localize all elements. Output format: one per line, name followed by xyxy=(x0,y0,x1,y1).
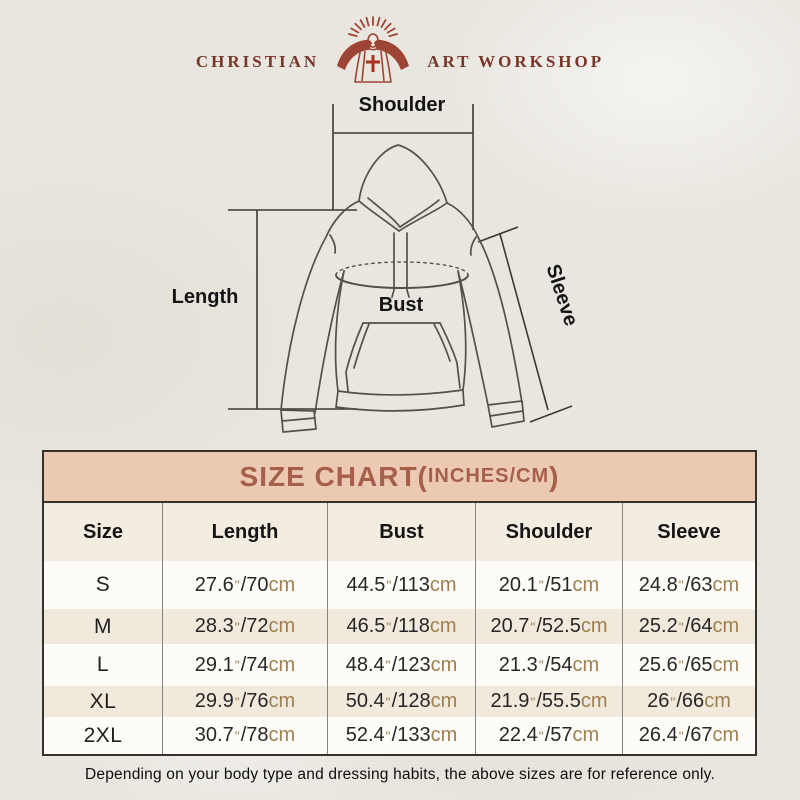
size-row-2xl: 2XL 30.7 "/78 cm 52.4 "/133 cm 22.4 "/57 cm 26.4 " /… xyxy=(44,717,755,754)
size-chart-title: SIZE CHART(INCHES/CM) xyxy=(44,452,755,503)
shoulder-value: 20.1 "/51 cm xyxy=(476,561,623,609)
bust-value: 52.4 "/133 cm xyxy=(328,717,476,754)
length-value: 29.9 "/76 cm xyxy=(163,686,328,717)
title-units: INCHES/CM xyxy=(427,465,550,487)
measurement-lines xyxy=(228,104,573,423)
shoulder-value: 20.7 "/52.5 cm xyxy=(476,609,623,644)
cross-icon xyxy=(366,55,381,72)
brand-text-left: CHRISTIAN xyxy=(195,52,320,71)
sleeve-value: 26.4 "/67 cm xyxy=(638,724,740,746)
size-label: M xyxy=(44,609,163,644)
size-row-s: S 27.6 "/70 cm 44.5 "/113 cm 20.1 "/51 cm 24.8 "/63… xyxy=(44,561,755,609)
column-header-bust: Bust xyxy=(328,503,476,561)
size-label: L xyxy=(44,644,163,686)
hoodie-outline xyxy=(280,144,525,433)
sleeve-value: 25.2 "/64 cm xyxy=(638,615,740,637)
brand-text-right: ART WORKSHOP xyxy=(427,52,605,71)
size-label: XL xyxy=(44,686,163,717)
column-header-sleeve: Sleeve xyxy=(657,520,721,543)
size-row-xl: XL 29.9 "/76 cm 50.4 "/128 cm 21.9 "/55.5 cm 26 "/6… xyxy=(44,686,755,717)
jesus-with-rays-icon xyxy=(337,16,410,83)
title-suffix: ) xyxy=(549,460,560,492)
shoulder-value: 21.3 "/54 cm xyxy=(476,644,623,686)
shoulder-label: Shoulder xyxy=(359,94,446,116)
size-table-body: S 27.6 "/70 cm 44.5 "/113 cm 20.1 "/51 cm 24.8 "/63… xyxy=(44,561,755,754)
size-label: S xyxy=(44,561,163,609)
bust-label: Bust xyxy=(379,294,424,316)
title-prefix: SIZE CHART( xyxy=(239,460,428,492)
sleeve-value: 26 "/66 cm xyxy=(647,690,731,712)
brand-logo: CHRISTIAN ART WORKSHOP xyxy=(0,12,800,84)
length-value: 28.3 "/72 cm xyxy=(163,609,328,644)
column-header-shoulder: Shoulder xyxy=(476,503,623,561)
shoulder-value: 21.9 "/55.5 cm xyxy=(476,686,623,717)
size-row-l: L 29.1 "/74 cm 48.4 "/123 cm 21.3 "/54 cm 25.6 "/65… xyxy=(44,644,755,686)
length-value: 29.1 "/74 cm xyxy=(163,644,328,686)
column-header-length: Length xyxy=(163,503,328,561)
length-label: Length xyxy=(172,286,239,308)
size-table-header-row: Size Length Bust Shoulder Sleeve xyxy=(44,503,755,561)
sleeve-label: Sleeve xyxy=(541,262,582,329)
bust-value: 44.5 "/113 cm xyxy=(328,561,476,609)
column-header-size: Size xyxy=(44,503,163,561)
length-value: 27.6 "/70 cm xyxy=(163,561,328,609)
sleeve-value: 25.6 "/65 cm xyxy=(638,653,740,676)
bust-value: 46.5 "/118 cm xyxy=(328,609,476,644)
size-row-m: M 28.3 "/72 cm 46.5 "/118 cm 20.7 "/52.5 cm 25.2 " /… xyxy=(44,609,755,644)
bust-value: 50.4 "/128 cm xyxy=(328,686,476,717)
shoulder-value: 22.4 "/57 cm xyxy=(476,717,623,754)
size-label: 2XL xyxy=(44,717,163,754)
sleeve-value: 24.8 "/63 cm xyxy=(638,573,740,596)
footer-note: Depending on your body type and dressing… xyxy=(85,766,715,783)
hoodie-measurement-diagram: Shoulder Length Bust Sleeve xyxy=(172,94,582,433)
bust-value: 48.4 "/123 cm xyxy=(328,644,476,686)
length-value: 30.7 "/78 cm xyxy=(163,717,328,754)
size-chart-table: SIZE CHART(INCHES/CM) Size Length Bust Shou… xyxy=(42,450,757,756)
